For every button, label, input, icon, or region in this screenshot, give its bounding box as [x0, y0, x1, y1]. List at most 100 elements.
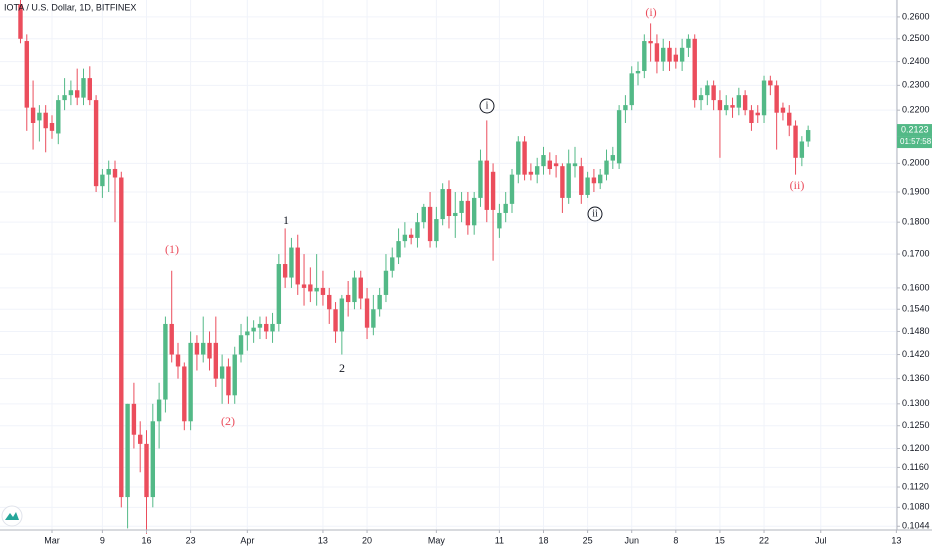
- candle-body: [264, 323, 269, 332]
- candle: [226, 358, 231, 404]
- candles: [18, 0, 811, 534]
- candle-body: [182, 366, 187, 422]
- candle: [610, 146, 616, 169]
- candle: [566, 149, 571, 204]
- candle-body: [18, 4, 23, 39]
- candle-body: [598, 174, 603, 184]
- candle-body: [194, 342, 200, 355]
- x-tick-label: 13: [318, 535, 328, 545]
- candle-body: [768, 80, 773, 86]
- candle: [182, 362, 187, 431]
- candle-body: [232, 354, 237, 396]
- x-tick-label: Jul: [815, 535, 827, 545]
- last-price-box: [897, 124, 932, 137]
- y-tick-label: 0.1600: [902, 282, 930, 292]
- candle-body: [56, 100, 61, 134]
- candle-body: [717, 100, 723, 111]
- candle: [736, 87, 742, 116]
- candle: [213, 316, 219, 387]
- candle: [427, 191, 433, 248]
- candle: [62, 78, 67, 111]
- candle-body: [761, 80, 767, 116]
- candle: [673, 47, 679, 69]
- candle: [49, 115, 55, 139]
- x-tick-label: Mar: [44, 535, 60, 545]
- candle-body: [453, 212, 458, 217]
- candle: [30, 80, 36, 150]
- candle: [175, 342, 181, 379]
- y-tick-label: 0.1160: [902, 462, 929, 472]
- x-tick-label: 18: [538, 535, 548, 545]
- candle: [421, 203, 426, 229]
- candle-body: [635, 70, 641, 74]
- logo-mark: [5, 512, 19, 520]
- candle: [339, 294, 345, 355]
- candle-body: [119, 177, 124, 498]
- candle-body: [661, 47, 666, 62]
- candle-body: [24, 41, 29, 108]
- candle: [484, 120, 489, 223]
- y-tick-label: 0.2000: [902, 158, 930, 168]
- candle-body: [547, 160, 552, 169]
- candle-body: [434, 219, 439, 242]
- candle-body: [144, 443, 149, 498]
- candle-body: [793, 125, 798, 158]
- candle-body: [408, 234, 414, 238]
- annotation-circle: [587, 206, 603, 222]
- candle: [598, 168, 603, 190]
- candle-body: [175, 354, 181, 367]
- candle-body: [799, 141, 805, 158]
- candle-body: [742, 95, 748, 111]
- candle: [465, 191, 471, 235]
- candle-body: [87, 78, 92, 101]
- candle-body: [623, 105, 628, 111]
- candle: [415, 212, 420, 248]
- candle-body: [446, 189, 452, 217]
- candle-body: [509, 174, 515, 204]
- candle-body: [308, 284, 313, 292]
- candle: [742, 90, 748, 116]
- candle-body: [377, 294, 382, 310]
- candle: [711, 80, 716, 111]
- candle-body: [553, 163, 559, 167]
- candle: [528, 163, 534, 181]
- candle: [667, 41, 672, 71]
- chart-title: IOTA / U.S. Dollar, 1D, BITFINEX: [4, 2, 136, 12]
- candle-body: [421, 206, 426, 223]
- candle: [24, 34, 29, 131]
- candle-body: [724, 105, 729, 111]
- candle: [282, 228, 288, 288]
- candle-body: [339, 298, 345, 332]
- candle-body: [566, 163, 571, 198]
- candle: [698, 87, 704, 111]
- candle-body: [282, 264, 288, 278]
- candle: [497, 203, 502, 238]
- candle: [251, 320, 256, 343]
- annotation: i: [486, 100, 489, 111]
- candle: [654, 34, 660, 74]
- candle-body: [112, 168, 118, 178]
- candle-body: [774, 85, 779, 113]
- candle: [81, 68, 86, 106]
- y-tick-label: 0.2400: [902, 56, 930, 66]
- candle-body: [579, 166, 584, 195]
- candle-body: [415, 222, 420, 238]
- candle: [396, 228, 401, 265]
- candle-body: [396, 241, 401, 258]
- candle: [245, 316, 250, 351]
- candle-body: [667, 47, 672, 62]
- candle: [768, 75, 773, 96]
- candle-body: [503, 203, 508, 213]
- candle: [761, 75, 767, 123]
- candle-body: [755, 112, 760, 116]
- candle-body: [106, 168, 111, 175]
- candle-body: [673, 54, 679, 62]
- annotation: (ii): [790, 178, 805, 192]
- candle: [125, 403, 130, 529]
- candle: [43, 105, 48, 153]
- x-tick-label: May: [428, 535, 446, 545]
- candle: [169, 270, 174, 363]
- candle-body: [648, 41, 653, 44]
- candle: [301, 254, 307, 306]
